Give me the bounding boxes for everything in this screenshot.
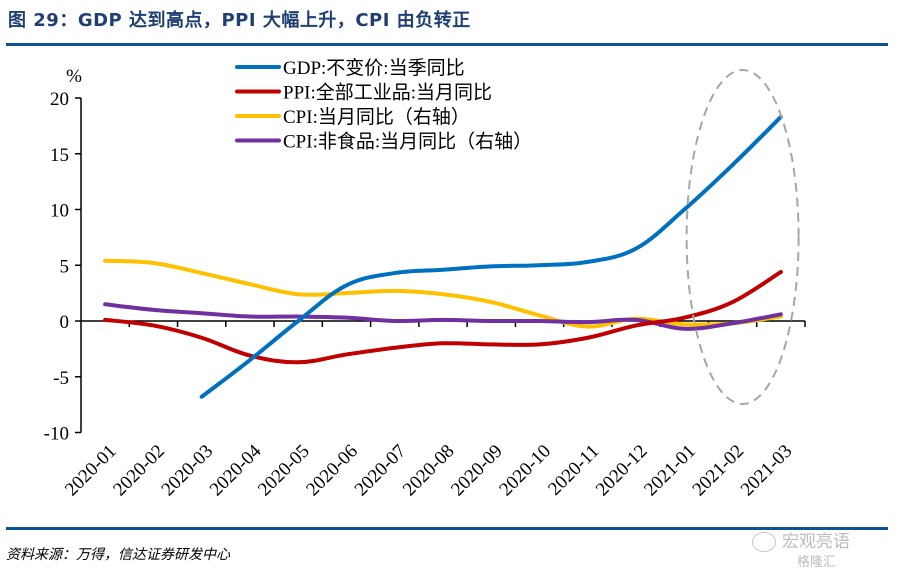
highlight-ellipse xyxy=(685,69,800,405)
x-tick-label: 2020-06 xyxy=(302,441,362,501)
watermark-primary: 宏观亮语 xyxy=(782,532,850,552)
y-tick-label: 0 xyxy=(60,312,70,333)
y-tick-label: 5 xyxy=(60,256,70,277)
footer-rule xyxy=(6,527,888,530)
legend-item: PPI:全部工业品:当月同比 xyxy=(235,82,492,104)
x-tick-label: 2020-01 xyxy=(61,441,121,501)
x-tick-label: 2020-04 xyxy=(206,440,266,500)
annotation-layer xyxy=(685,69,800,405)
x-tick-label: 2020-10 xyxy=(495,441,555,501)
watermark: 宏观亮语 格隆汇 xyxy=(752,527,850,570)
y-tick-label: 15 xyxy=(50,145,69,166)
legend-item: GDP:不变价:当季同比 xyxy=(235,57,465,79)
x-tick-label: 2021-03 xyxy=(737,441,797,501)
series-3 xyxy=(103,302,783,331)
y-axis: 20 15 10 5 0 -5 -10% xyxy=(44,66,82,445)
source-note: 资料来源：万得，信达证券研发中心 xyxy=(6,547,230,563)
x-tick-label: 2020-12 xyxy=(592,441,652,501)
y-tick-label: -10 xyxy=(44,424,69,445)
series-1 xyxy=(103,269,783,365)
x-tick-label: 2020-02 xyxy=(109,441,169,501)
legend-item: CPI:当月同比（右轴） xyxy=(235,106,470,128)
x-tick-label: 2020-07 xyxy=(351,441,411,501)
watermark-secondary: 格隆汇 xyxy=(797,555,837,570)
x-tick-label: 2020-09 xyxy=(447,441,507,501)
y-tick-label: 20 xyxy=(50,89,69,110)
legend-label: CPI:非食品:当月同比（右轴） xyxy=(283,131,532,153)
y-tick-label: 10 xyxy=(50,201,69,222)
x-tick-label: 2020-05 xyxy=(254,441,314,501)
y-tick-label: -5 xyxy=(53,368,69,389)
x-tick-label: 2020-03 xyxy=(158,441,218,501)
x-tick-label: 2020-08 xyxy=(399,441,459,501)
figure-title: 图 29：GDP 达到高点，PPI 大幅上升，CPI 由负转正 xyxy=(8,10,471,31)
wechat-icon xyxy=(752,532,776,552)
series-layer xyxy=(103,114,783,399)
x-tick-label: 2020-11 xyxy=(544,441,603,500)
title-rule xyxy=(6,43,888,46)
x-axis: 2020-012020-022020-032020-042020-052020-… xyxy=(61,320,806,501)
legend-label: PPI:全部工业品:当月同比 xyxy=(283,82,492,104)
legend-label: CPI:当月同比（右轴） xyxy=(283,106,470,128)
legend-label: GDP:不变价:当季同比 xyxy=(283,57,465,79)
legend-item: CPI:非食品:当月同比（右轴） xyxy=(235,131,532,153)
y-axis-unit-label: % xyxy=(66,66,82,87)
x-tick-label: 2021-01 xyxy=(640,441,700,501)
series-line xyxy=(103,269,783,365)
x-tick-label: 2021-02 xyxy=(689,441,749,501)
